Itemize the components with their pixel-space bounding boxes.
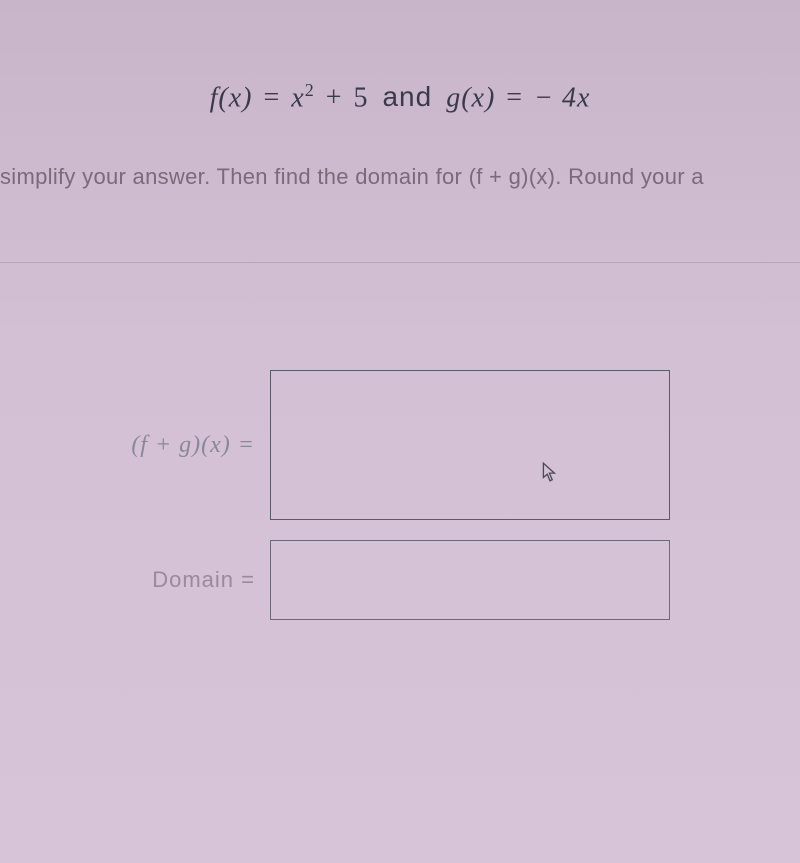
f-lhs: f(x)	[210, 82, 253, 113]
domain-answer-row: Domain =	[105, 540, 800, 620]
f-rhs-x: x	[291, 82, 304, 113]
cursor-icon	[541, 461, 559, 483]
fg-answer-input[interactable]	[270, 370, 670, 520]
conjunction-and: and	[376, 81, 438, 112]
eq-sign-2: =	[503, 82, 526, 113]
domain-answer-input[interactable]	[270, 540, 670, 620]
eq-sign-1: =	[260, 82, 283, 113]
instruction-text: simplify your answer. Then find the doma…	[0, 164, 800, 190]
domain-label: Domain =	[105, 567, 270, 593]
f-rhs-const: 5	[353, 82, 368, 113]
fg-label: (f + g)(x) =	[105, 432, 270, 459]
g-lhs: g(x)	[446, 82, 495, 113]
equation-display: f(x) = x2 + 5 and g(x) = − 4x	[0, 80, 800, 114]
f-rhs-exponent: 2	[305, 80, 315, 100]
question-content: f(x) = x2 + 5 and g(x) = − 4x simplify y…	[0, 0, 800, 620]
plus-sign: +	[323, 82, 346, 113]
answer-section: (f + g)(x) = Domain =	[0, 370, 800, 620]
section-divider	[0, 262, 800, 263]
fg-answer-row: (f + g)(x) =	[105, 370, 800, 520]
g-rhs: − 4x	[534, 82, 590, 113]
